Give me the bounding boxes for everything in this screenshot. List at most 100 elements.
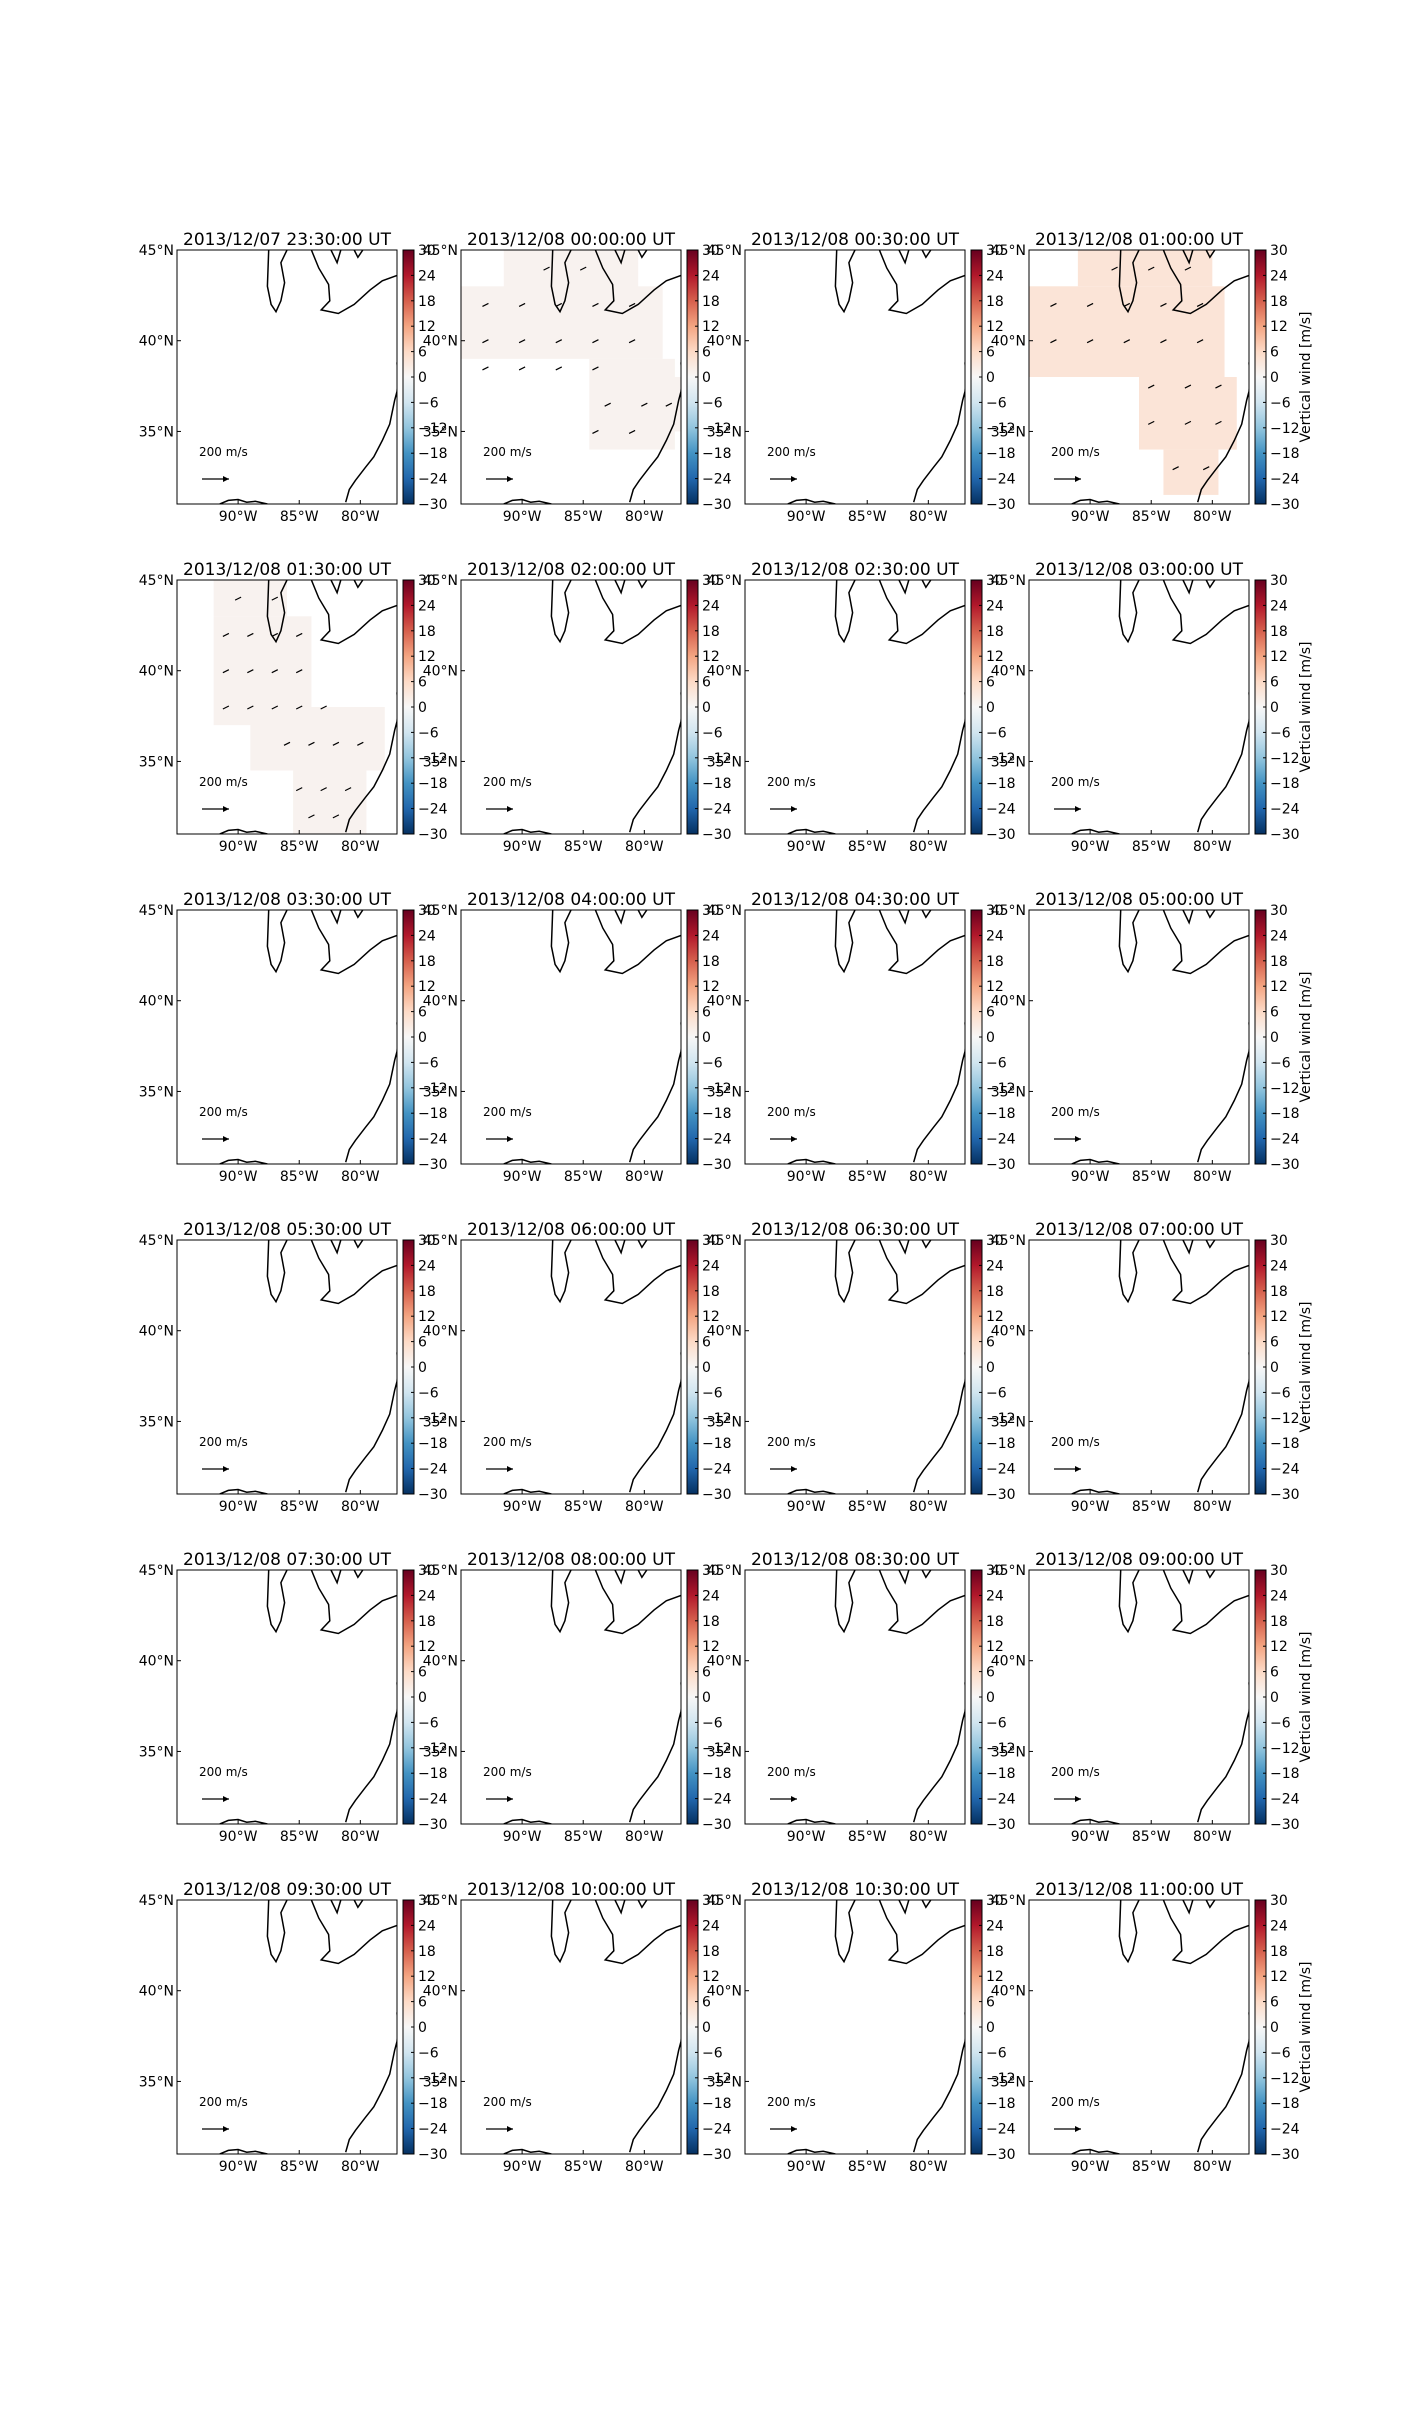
- colorbar-tick-label: 0: [986, 1690, 995, 1706]
- coastline: [219, 1158, 268, 1164]
- colorbar-label: Vertical wind [m/s]: [1298, 642, 1314, 773]
- coastline: [1118, 580, 1140, 644]
- colorbar-tick-label: 12: [986, 1309, 1004, 1325]
- coastline: [1196, 1352, 1249, 1493]
- reference-vector-head: [1075, 1796, 1081, 1802]
- wind-vector: [1215, 384, 1222, 389]
- colorbar-tick-label: −12: [986, 1411, 1016, 1427]
- colorbar-tick-label: 18: [418, 294, 436, 310]
- colorbar-tick-label: −6: [1270, 2045, 1291, 2061]
- colorbar-tick-label: 18: [1270, 954, 1288, 970]
- colorbar-tick-label: 12: [1270, 1639, 1288, 1655]
- colorbar-tick-label: 0: [418, 1360, 427, 1376]
- y-tick-label: 35°N: [423, 1744, 458, 1760]
- wind-vector: [247, 705, 254, 710]
- map-frame: [460, 1569, 682, 1825]
- colorbar-tick-label: 12: [418, 1639, 436, 1655]
- colorbar-tick-label: −24: [418, 1132, 448, 1148]
- coastline: [834, 1900, 856, 1964]
- colorbar-tick-label: 24: [418, 268, 436, 284]
- map-panel: 2013/12/08 08:30:00 UT 90°W 85°W 80°W 45°N 40…: [707, 1550, 1016, 1845]
- colorbar-tick-label: −18: [418, 1106, 448, 1122]
- coastline: [594, 1900, 681, 1965]
- colorbar-tick-label: −12: [986, 751, 1016, 767]
- reference-vector-label: 200 m/s: [1051, 1435, 1100, 1449]
- coastline: [1162, 1240, 1249, 1305]
- coastline: [1205, 250, 1216, 259]
- colorbar-tick-label: 6: [418, 1335, 427, 1351]
- reference-vector-label: 200 m/s: [1051, 1105, 1100, 1119]
- colorbar-tick-label: 6: [702, 1335, 711, 1351]
- reference-vector-label: 200 m/s: [1051, 775, 1100, 789]
- panel-title: 2013/12/08 03:30:00 UT: [183, 890, 392, 910]
- coastline: [1182, 1900, 1194, 1915]
- colorbar-tick-label: −12: [702, 1741, 732, 1757]
- colorbar-tick-label: 0: [418, 700, 427, 716]
- coastline: [1182, 910, 1194, 925]
- panel-title: 2013/12/08 04:30:00 UT: [751, 890, 960, 910]
- coastline: [898, 1900, 910, 1915]
- colorbar-tick-label: 18: [702, 624, 720, 640]
- reference-vector-label: 200 m/s: [483, 1105, 532, 1119]
- colorbar-tick-label: 24: [986, 268, 1004, 284]
- colorbar-tick-label: −18: [986, 1436, 1016, 1452]
- y-tick-label: 40°N: [423, 334, 458, 350]
- y-tick-label: 35°N: [139, 2074, 174, 2090]
- y-tick-label: 35°N: [707, 754, 742, 770]
- x-tick-label: 80°W: [909, 2159, 948, 2175]
- colorbar-tick-label: 0: [418, 1690, 427, 1706]
- wind-vector: [234, 596, 242, 601]
- panel-title: 2013/12/08 01:00:00 UT: [1035, 230, 1244, 250]
- coastline: [330, 1570, 342, 1585]
- colorbar-tick-label: −6: [702, 1715, 723, 1731]
- wind-vector: [1050, 302, 1057, 307]
- colorbar-tick-label: −6: [418, 1055, 439, 1071]
- colorbar-tick-label: −24: [1270, 1792, 1300, 1808]
- y-tick-label: 45°N: [139, 573, 174, 589]
- coastline: [912, 1352, 965, 1493]
- colorbar-tick-label: −12: [1270, 1411, 1300, 1427]
- colorbar-tick-label: 30: [418, 1563, 436, 1579]
- coastline: [898, 1240, 910, 1255]
- panel-title: 2013/12/08 09:00:00 UT: [1035, 1550, 1244, 1570]
- reference-vector-label: 200 m/s: [767, 775, 816, 789]
- map-frame: [176, 1569, 398, 1825]
- colorbar-tick-label: 30: [418, 243, 436, 259]
- colorbar-tick-label: 12: [418, 1969, 436, 1985]
- colorbar-tick-label: 18: [418, 624, 436, 640]
- map-panel: 2013/12/08 10:30:00 UT 90°W 85°W 80°W 45°N 40…: [707, 1880, 1016, 2175]
- colorbar-tick-label: −30: [418, 1487, 448, 1503]
- colorbar-label: Vertical wind [m/s]: [1298, 1302, 1314, 1433]
- y-tick-label: 45°N: [139, 1893, 174, 1909]
- colorbar-tick-label: 18: [702, 954, 720, 970]
- coastline: [614, 250, 626, 265]
- coastline: [330, 1240, 342, 1255]
- coastline: [1071, 828, 1120, 834]
- y-tick-label: 45°N: [423, 243, 458, 259]
- y-tick-label: 45°N: [991, 573, 1026, 589]
- colorbar-tick-label: 24: [418, 598, 436, 614]
- map-frame: [1028, 1569, 1250, 1825]
- wind-vector: [271, 705, 279, 710]
- wind-vector: [628, 429, 636, 434]
- y-tick-label: 35°N: [707, 2074, 742, 2090]
- map-frame: [460, 909, 682, 1165]
- coastline: [219, 498, 268, 504]
- coastline: [1196, 692, 1249, 833]
- coastline: [921, 910, 932, 919]
- map-frame: [1028, 1239, 1250, 1495]
- colorbar-tick-label: 0: [702, 1030, 711, 1046]
- x-tick-label: 85°W: [564, 839, 603, 855]
- map-frame: [176, 1899, 398, 2155]
- map-frame: [744, 579, 966, 835]
- wind-vector: [1184, 266, 1192, 271]
- coastline: [912, 362, 965, 503]
- coastline: [878, 580, 965, 645]
- colorbar-tick-label: 18: [418, 1284, 436, 1300]
- x-tick-label: 90°W: [219, 839, 258, 855]
- x-tick-label: 85°W: [848, 1169, 887, 1185]
- colorbar-tick-label: 6: [986, 345, 995, 361]
- vertical-wind-cell: [1163, 449, 1219, 495]
- reference-vector-label: 200 m/s: [767, 1765, 816, 1779]
- reference-vector-head: [791, 1796, 797, 1802]
